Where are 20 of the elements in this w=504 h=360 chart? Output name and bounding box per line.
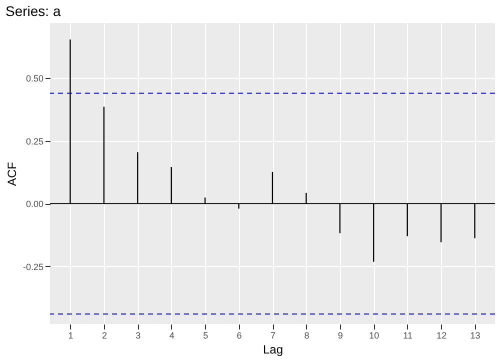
x-tick-label: 2 (102, 330, 107, 340)
x-tick-label: 5 (203, 330, 208, 340)
x-tick-label: 3 (136, 330, 141, 340)
y-tick-label: 0.00 (26, 199, 44, 210)
x-tick-label: 4 (169, 330, 174, 340)
y-tick-label: 0.25 (26, 136, 44, 146)
y-tick-label: -0.25 (22, 262, 44, 272)
x-tick-label: 13 (470, 330, 480, 340)
x-tick-label: 11 (403, 330, 413, 340)
y-axis-title: ACF (4, 162, 19, 186)
x-tick-label: 9 (338, 330, 343, 340)
x-tick-label: 7 (270, 330, 276, 340)
y-tick-label: 0.50 (26, 74, 44, 84)
x-tick-label: 8 (304, 330, 310, 340)
x-tick-label: 12 (436, 330, 447, 340)
x-tick-label: 10 (369, 330, 380, 340)
x-axis-title: Lag (262, 342, 284, 356)
x-tick-label: 6 (236, 330, 242, 340)
x-tick-label: 1 (68, 330, 74, 340)
chart-title: Series: a (5, 3, 61, 19)
